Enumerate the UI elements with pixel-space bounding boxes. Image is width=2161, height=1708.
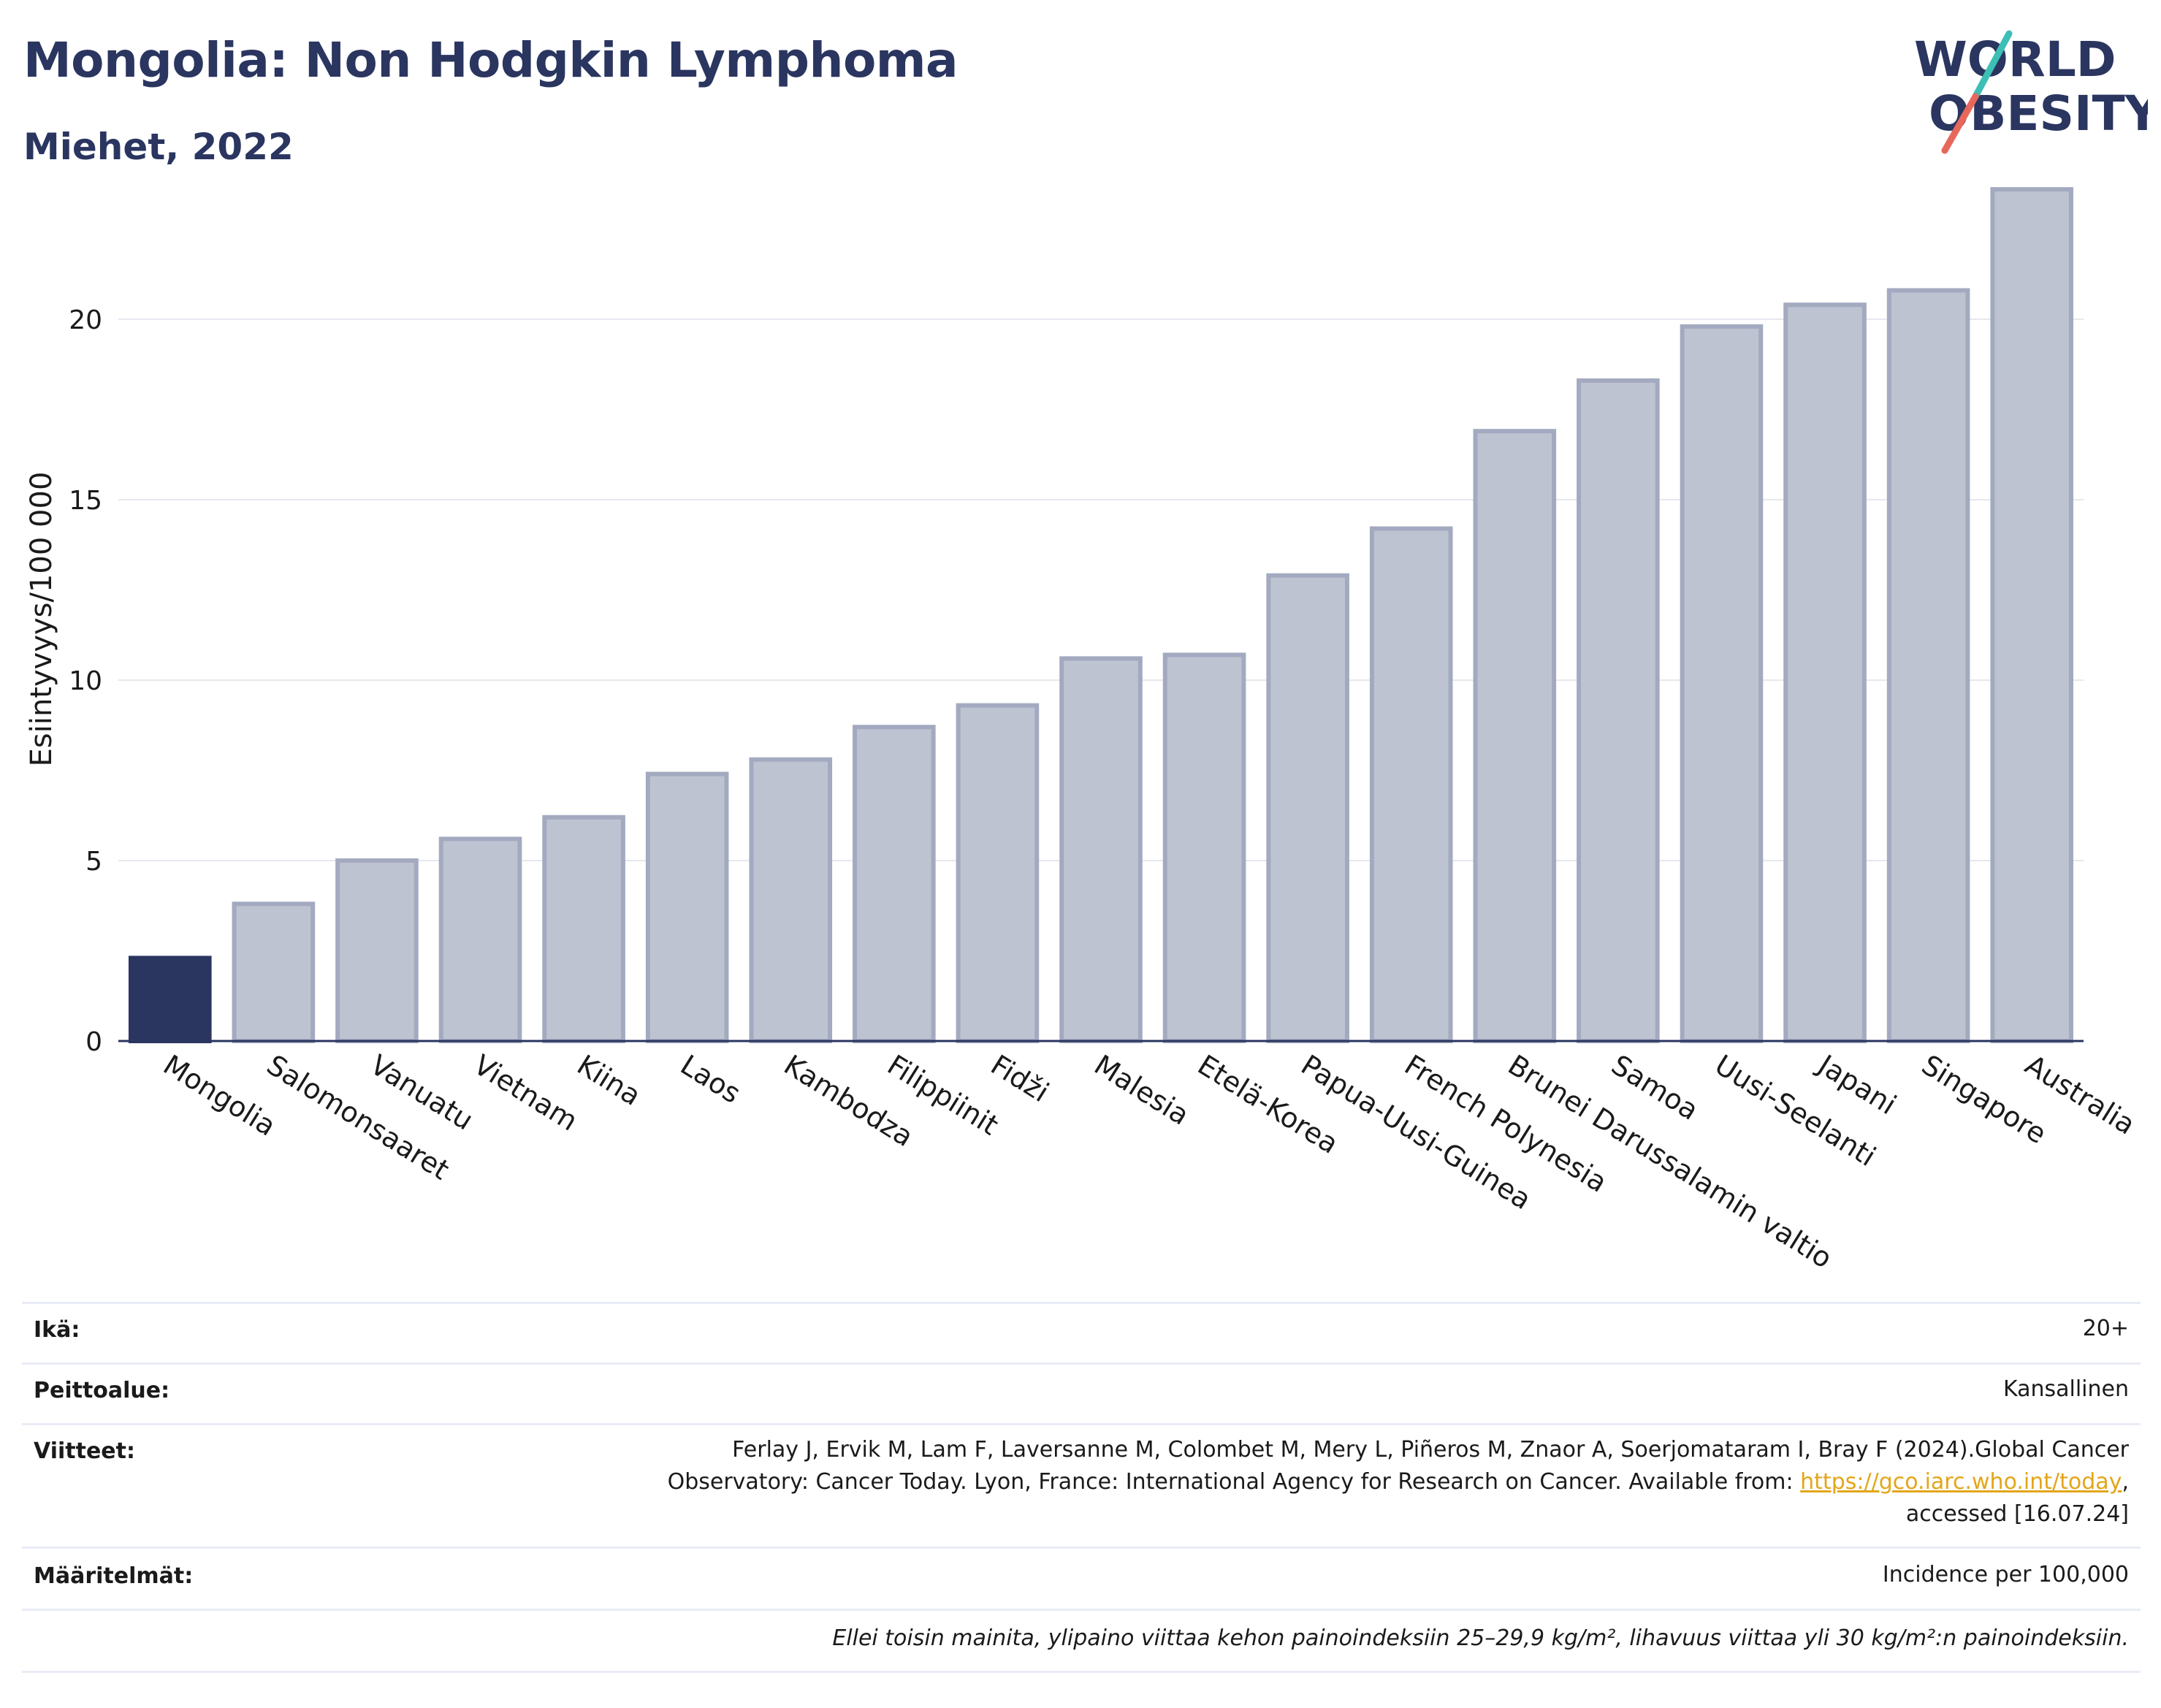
metadata-table: Ikä: 20+ Peittoalue: Kansallinen Viittee…: [22, 1302, 2141, 1673]
bar: [542, 815, 625, 1043]
x-tick-label: Vietnam: [468, 1048, 584, 1137]
logo-line1: WORLD: [1914, 31, 2116, 88]
y-axis-label: Esiintyvyys/100 000: [25, 472, 58, 767]
bar-chart: 0 5 10 15 20 MongoliaSalomonsaaretVanuatuVie…: [25, 187, 2141, 1275]
chart-subtitle: Miehet, 2022: [23, 126, 294, 168]
y-tick-label: 10: [69, 666, 102, 696]
meta-row-references: Viitteet: Ferlay J, Ervik M, Lam F, Lave…: [22, 1423, 2141, 1547]
meta-row-definitions: Määritelmät: Incidence per 100,000: [22, 1547, 2141, 1609]
meta-row-note: Ellei toisin mainita, ylipaino viittaa k…: [22, 1609, 2141, 1671]
bar: [128, 956, 212, 1044]
logo-slash-top: [1972, 30, 2013, 100]
meta-row-coverage: Peittoalue: Kansallinen: [22, 1362, 2141, 1423]
meta-refs-line3: accessed [16.07.24]: [1905, 1501, 2129, 1527]
meta-refs-line1: Ferlay J, Ervik M, Lam F, Laversanne M, …: [732, 1437, 2129, 1463]
x-tick-label: Kiina: [571, 1048, 647, 1112]
x-tick-label: Fidži: [986, 1048, 1055, 1108]
meta-refs-line2-end: ,: [2122, 1469, 2129, 1495]
x-tick-label: Mongolia: [158, 1048, 281, 1142]
x-tick-label: Malesia: [1089, 1048, 1194, 1131]
meta-age-value: 20+: [2082, 1316, 2129, 1341]
y-tick-labels: 0 5 10 15 20: [69, 305, 102, 1057]
y-tick-label: 0: [85, 1027, 102, 1057]
meta-age-label: Ikä:: [34, 1317, 80, 1343]
bar: [749, 757, 833, 1044]
world-obesity-logo: WORLD OBESITY: [1914, 30, 2148, 154]
meta-refs-line2-text: Observatory: Cancer Today. Lyon, France:…: [667, 1469, 1801, 1495]
x-tick-label: Salomonsaaret: [262, 1048, 455, 1186]
meta-refs-value: Ferlay J, Ervik M, Lam F, Laversanne M, …: [668, 1434, 2129, 1530]
bar: [956, 703, 1040, 1044]
bar: [1473, 429, 1557, 1043]
logo-slash-bottom: [1941, 93, 1979, 154]
meta-row-age: Ikä: 20+: [22, 1302, 2141, 1362]
meta-defs-value: Incidence per 100,000: [1882, 1562, 2129, 1587]
bar: [853, 725, 936, 1043]
bar: [1059, 656, 1143, 1043]
bar: [1369, 526, 1453, 1043]
meta-defs-label: Määritelmät:: [34, 1563, 194, 1589]
bar: [1783, 302, 1867, 1043]
reference-link[interactable]: https://gco.iarc.who.int/today: [1800, 1469, 2122, 1495]
bar: [232, 901, 316, 1044]
bar: [1886, 288, 1970, 1044]
bar: [1680, 324, 1764, 1043]
bar: [1990, 187, 2074, 1043]
meta-bottom-border: [22, 1671, 2141, 1673]
bar: [1266, 573, 1349, 1043]
meta-coverage-label: Peittoalue:: [34, 1378, 170, 1403]
bars: [128, 187, 2074, 1044]
meta-refs-line2: Observatory: Cancer Today. Lyon, France:…: [668, 1466, 2129, 1498]
y-tick-label: 5: [85, 847, 102, 877]
bar: [1577, 378, 1660, 1043]
bar: [1162, 652, 1246, 1043]
x-tick-labels: MongoliaSalomonsaaretVanuatuVietnamKiina…: [158, 1048, 2141, 1275]
x-tick-label: Laos: [675, 1048, 747, 1110]
meta-note: Ellei toisin mainita, ylipaino viittaa k…: [832, 1625, 2129, 1651]
bar: [438, 836, 522, 1043]
meta-coverage-value: Kansallinen: [2002, 1376, 2129, 1402]
meta-refs-label: Viitteet:: [34, 1438, 135, 1464]
y-tick-label: 15: [69, 486, 102, 516]
chart-title: Mongolia: Non Hodgkin Lymphoma: [23, 32, 958, 88]
bar: [645, 771, 729, 1043]
y-tick-label: 20: [69, 305, 102, 335]
bar: [335, 858, 419, 1043]
